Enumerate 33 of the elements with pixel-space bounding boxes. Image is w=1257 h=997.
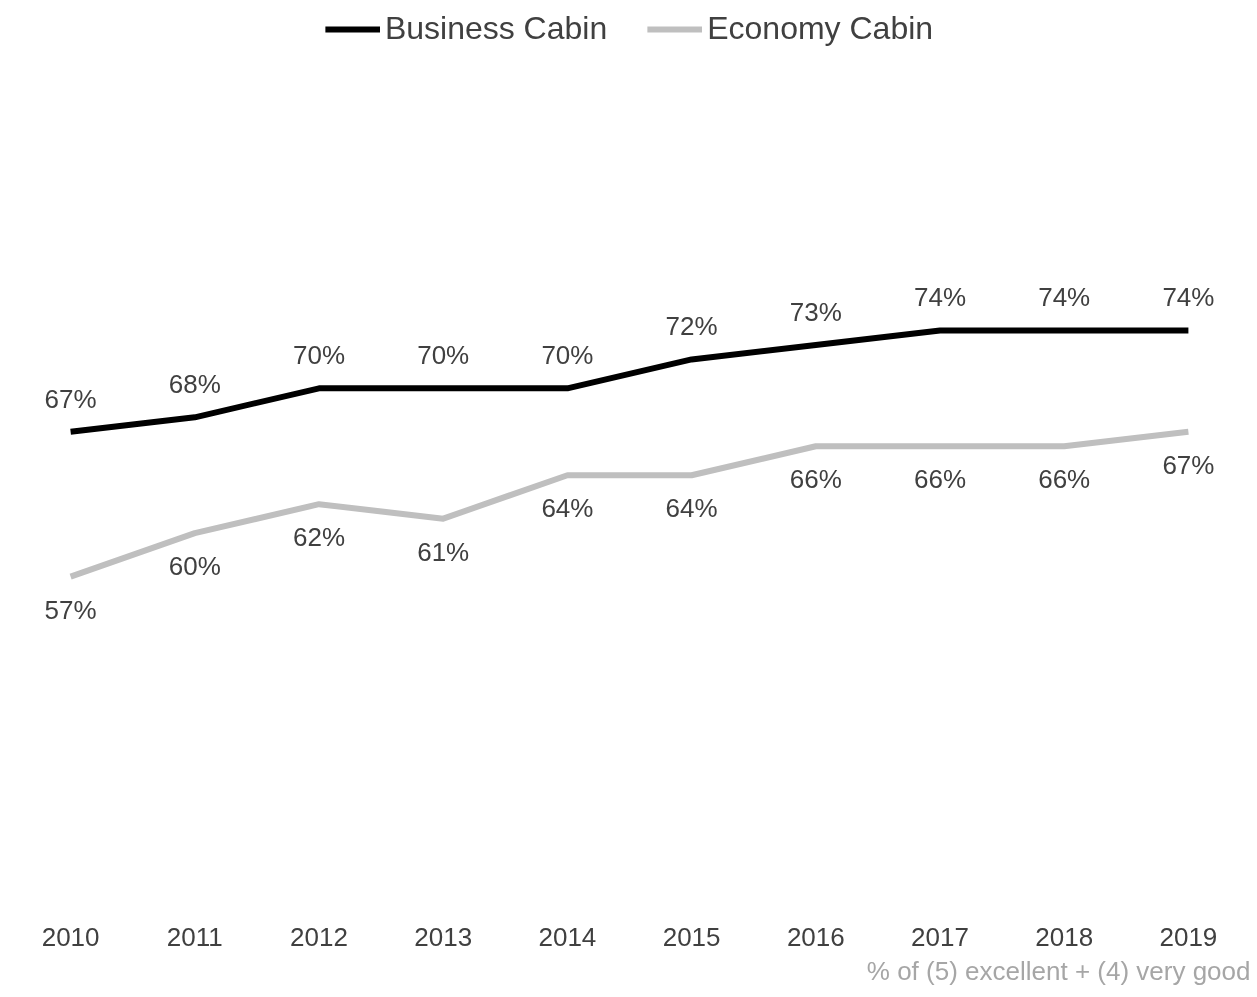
data-label: 57% [44, 594, 97, 625]
data-label: 73% [789, 296, 842, 327]
x-tick-label: 2013 [414, 921, 473, 952]
x-tick-label: 2014 [538, 921, 597, 952]
x-tick-label: 2011 [166, 921, 223, 952]
x-tick-label: 2018 [1035, 921, 1094, 952]
x-tick-label: 2015 [662, 921, 721, 952]
data-label: 70% [541, 340, 594, 371]
data-label: 74% [913, 282, 967, 313]
data-label: 70% [292, 340, 346, 371]
legend-label: Economy Cabin [707, 10, 934, 47]
x-tick-label: 2012 [290, 921, 348, 952]
data-label: 70% [417, 340, 470, 371]
x-tick-label: 2016 [786, 921, 845, 952]
data-label: 72% [665, 311, 718, 342]
data-label: 74% [1162, 282, 1215, 313]
data-label: 67% [1162, 449, 1215, 480]
data-label: 66% [1038, 464, 1091, 495]
data-label: 66% [913, 464, 967, 495]
data-label: 67% [44, 383, 97, 414]
data-label: 60% [168, 551, 221, 582]
data-label: 62% [292, 522, 346, 553]
text: % of (5) excellent + (4) very good [866, 955, 1251, 986]
data-label: 64% [541, 493, 594, 524]
data-label: 66% [789, 464, 842, 495]
data-label: 61% [417, 536, 470, 567]
x-tick-label: 2010 [41, 921, 100, 952]
data-label: 74% [1038, 282, 1091, 313]
data-label: 68% [168, 369, 221, 400]
x-tick-label: 2017 [911, 921, 969, 952]
data-label: 64% [665, 493, 718, 524]
legend-label: Business Cabin [384, 10, 608, 47]
x-tick-label: 2019 [1159, 921, 1218, 952]
